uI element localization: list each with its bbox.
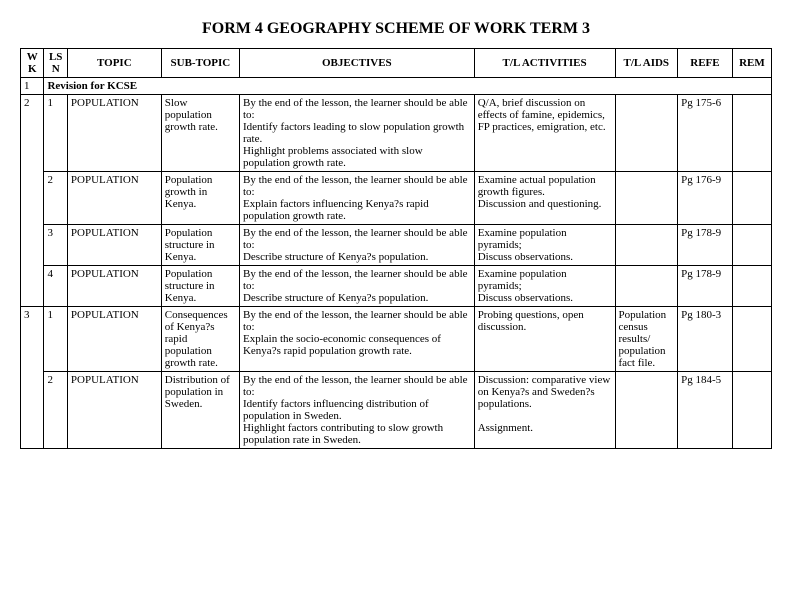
cell-lsn: 3 [44,225,67,266]
revision-wk: 1 [21,78,44,95]
cell-topic: POPULATION [67,307,161,372]
cell-aids [615,172,678,225]
cell-lsn: 2 [44,372,67,449]
revision-row: 1 Revision for KCSE [21,78,772,95]
cell-activities: Examine actual population growth figures… [474,172,615,225]
cell-topic: POPULATION [67,266,161,307]
cell-rem [732,172,771,225]
cell-subtopic: Population growth in Kenya. [161,172,239,225]
cell-refe: Pg 175-6 [678,95,733,172]
col-obj: OBJECTIVES [239,49,474,78]
cell-aids [615,95,678,172]
cell-rem [732,372,771,449]
cell-aids [615,266,678,307]
cell-aids: Population census results/ population fa… [615,307,678,372]
cell-objectives: By the end of the lesson, the learner sh… [239,225,474,266]
col-sub: SUB-TOPIC [161,49,239,78]
cell-subtopic: Population structure in Kenya. [161,225,239,266]
scheme-table: WK LSN TOPIC SUB-TOPIC OBJECTIVES T/L AC… [20,48,772,449]
table-row: 3POPULATIONPopulation structure in Kenya… [21,225,772,266]
cell-topic: POPULATION [67,225,161,266]
cell-lsn: 4 [44,266,67,307]
cell-wk: 2 [21,95,44,307]
cell-objectives: By the end of the lesson, the learner sh… [239,372,474,449]
cell-subtopic: Population structure in Kenya. [161,266,239,307]
cell-lsn: 1 [44,307,67,372]
cell-subtopic: Slow population growth rate. [161,95,239,172]
cell-lsn: 2 [44,172,67,225]
cell-lsn: 1 [44,95,67,172]
table-row: 31POPULATIONConsequences of Kenya?s rapi… [21,307,772,372]
cell-activities: Q/A, brief discussion on effects of fami… [474,95,615,172]
cell-objectives: By the end of the lesson, the learner sh… [239,172,474,225]
cell-wk: 3 [21,307,44,449]
col-rem: REM [732,49,771,78]
cell-objectives: By the end of the lesson, the learner sh… [239,95,474,172]
col-act: T/L ACTIVITIES [474,49,615,78]
col-lsn: LSN [44,49,67,78]
table-row: 2POPULATIONPopulation growth in Kenya.By… [21,172,772,225]
cell-objectives: By the end of the lesson, the learner sh… [239,266,474,307]
cell-topic: POPULATION [67,95,161,172]
col-aids: T/L AIDS [615,49,678,78]
col-wk: WK [21,49,44,78]
cell-rem [732,95,771,172]
table-row: 2POPULATIONDistribution of population in… [21,372,772,449]
cell-topic: POPULATION [67,172,161,225]
cell-refe: Pg 176-9 [678,172,733,225]
cell-refe: Pg 184-5 [678,372,733,449]
cell-activities: Probing questions, open discussion. [474,307,615,372]
cell-refe: Pg 178-9 [678,225,733,266]
cell-subtopic: Distribution of population in Sweden. [161,372,239,449]
header-row: WK LSN TOPIC SUB-TOPIC OBJECTIVES T/L AC… [21,49,772,78]
cell-refe: Pg 180-3 [678,307,733,372]
cell-aids [615,372,678,449]
cell-objectives: By the end of the lesson, the learner sh… [239,307,474,372]
page-title: FORM 4 GEOGRAPHY SCHEME OF WORK TERM 3 [20,20,772,38]
cell-rem [732,225,771,266]
table-row: 21POPULATIONSlow population growth rate.… [21,95,772,172]
cell-aids [615,225,678,266]
col-topic: TOPIC [67,49,161,78]
revision-text: Revision for KCSE [44,78,772,95]
cell-topic: POPULATION [67,372,161,449]
cell-rem [732,266,771,307]
cell-activities: Discussion: comparative view on Kenya?s … [474,372,615,449]
cell-activities: Examine population pyramids; Discuss obs… [474,225,615,266]
cell-activities: Examine population pyramids; Discuss obs… [474,266,615,307]
table-row: 4POPULATIONPopulation structure in Kenya… [21,266,772,307]
col-ref: REFE [678,49,733,78]
cell-subtopic: Consequences of Kenya?s rapid population… [161,307,239,372]
cell-refe: Pg 178-9 [678,266,733,307]
cell-rem [732,307,771,372]
